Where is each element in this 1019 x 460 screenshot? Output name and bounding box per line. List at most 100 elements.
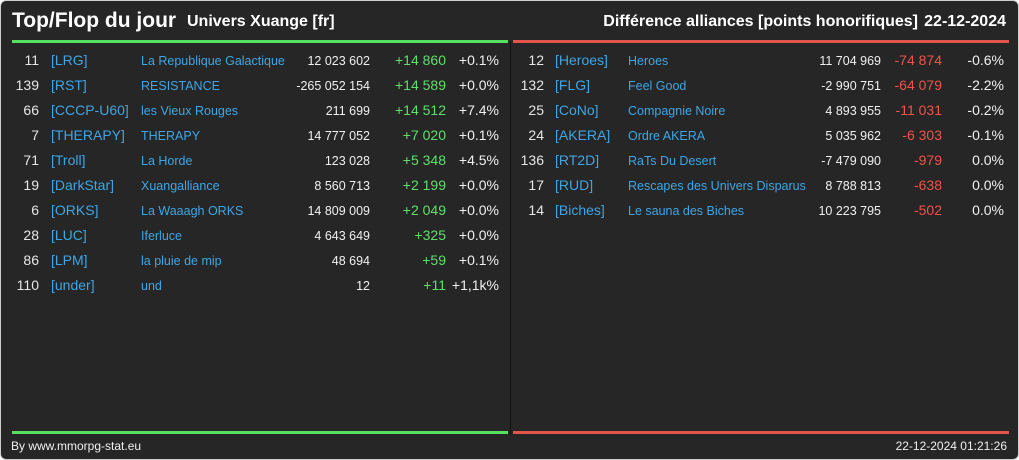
alliance-name-link[interactable]: Le sauna des Biches [628, 204, 745, 218]
points-difference: -74 874 [894, 52, 942, 68]
alliance-rank: 6 [31, 202, 39, 218]
alliance-tag-link[interactable]: [ORKS] [51, 202, 99, 218]
alliance-points: 12 [356, 279, 370, 293]
alliance-rank: 139 [15, 77, 39, 93]
top-row: 110 [under] und 12 +11 +1,1k% [1, 274, 510, 299]
alliance-name-link[interactable]: RESISTANCE [141, 79, 220, 93]
alliance-tag-link[interactable]: [RUD] [555, 177, 594, 193]
alliance-tag-link[interactable]: [THERAPY] [51, 127, 125, 143]
alliance-points: 14 809 009 [307, 204, 370, 218]
alliance-tag-link[interactable]: [LPM] [51, 252, 88, 268]
alliance-tag-link[interactable]: [RST] [51, 77, 87, 93]
percent-change: +0.0% [458, 177, 499, 193]
alliance-name-link[interactable]: Xuangalliance [141, 179, 220, 193]
footer-timestamp: 22-12-2024 01:21:26 [895, 439, 1007, 453]
alliance-name-link[interactable]: la pluie de mip [141, 254, 222, 268]
server-name: Univers Xuange [fr] [187, 13, 335, 30]
percent-change: +0.1% [458, 252, 499, 268]
points-difference: +5 348 [402, 152, 446, 168]
alliance-rank: 71 [23, 152, 39, 168]
alliance-name-link[interactable]: Feel Good [628, 79, 687, 93]
alliance-name-link[interactable]: Iferluce [141, 229, 182, 243]
alliance-tag-link[interactable]: [RT2D] [555, 152, 600, 168]
alliance-rank: 17 [528, 177, 544, 193]
alliance-tag-link[interactable]: [CoNo] [555, 102, 599, 118]
alliance-name-link[interactable]: Rescapes des Univers Disparus [628, 179, 806, 193]
top-row: 71 [Troll] La Horde 123 028 +5 348 +4.5% [1, 149, 510, 174]
alliance-name-link[interactable]: RaTs Du Desert [628, 154, 717, 168]
percent-change: +7.4% [458, 102, 499, 118]
category-title: Différence alliances [points honorifique… [603, 13, 918, 30]
alliance-name-link[interactable]: La Horde [141, 154, 193, 168]
points-difference: +14 589 [395, 77, 446, 93]
alliance-name-link[interactable]: Ordre AKERA [628, 129, 706, 143]
alliance-name-link[interactable]: und [141, 279, 162, 293]
alliance-points: 211 699 [325, 104, 370, 118]
points-difference: +325 [414, 227, 446, 243]
alliance-points: 48 694 [331, 254, 370, 268]
alliance-rank: 110 [16, 277, 39, 293]
alliance-points: 8 560 713 [314, 179, 370, 193]
points-difference: +11 [423, 277, 446, 293]
flop-row: 17 [RUD] Rescapes des Univers Disparus 8 78… [511, 174, 1018, 199]
alliance-rank: 14 [528, 202, 544, 218]
percent-change: +1,1k% [451, 277, 499, 293]
alliance-tag-link[interactable]: [Heroes] [555, 52, 608, 68]
percent-change: +4.5% [458, 152, 499, 168]
points-difference: -11 031 [895, 102, 942, 118]
alliance-name-link[interactable]: les Vieux Rouges [141, 104, 239, 118]
top-row: 28 [LUC] Iferluce 4 643 649 +325 +0.0% [1, 224, 510, 249]
percent-change: -0.1% [967, 127, 1004, 143]
points-difference: +2 049 [402, 202, 446, 218]
top-row: 139 [RST] RESISTANCE -265 052 154 +14 589 +0.… [1, 74, 510, 99]
alliance-tag-link[interactable]: [AKERA] [555, 127, 611, 143]
points-difference: -638 [913, 177, 942, 193]
percent-change: 0.0% [972, 152, 1004, 168]
alliance-tag-link[interactable]: [FLG] [555, 77, 591, 93]
page-title: Top/Flop du jour [12, 9, 177, 32]
alliance-tag-link[interactable]: [under] [51, 277, 95, 293]
points-difference: +14 860 [395, 52, 446, 68]
flop-row: 12 [Heroes] Heroes 11 704 969 -74 874 -0.6% [511, 49, 1018, 74]
alliance-name-link[interactable]: La Waaagh ORKS [141, 204, 244, 218]
flop-row: 25 [CoNo] Compagnie Noire 4 893 955 -11 031 -… [511, 99, 1018, 124]
alliance-tag-link[interactable]: [Troll] [51, 152, 86, 168]
flop-list: 12 [Heroes] Heroes 11 704 969 -74 874 -0.6% 13… [511, 49, 1018, 224]
alliance-rank: 25 [528, 102, 544, 118]
alliance-name-link[interactable]: Compagnie Noire [628, 104, 726, 118]
points-difference: -979 [913, 152, 942, 168]
column-divider [510, 42, 511, 435]
alliance-tag-link[interactable]: [DarkStar] [51, 177, 115, 193]
alliance-points: -265 052 154 [296, 79, 370, 93]
alliance-name-link[interactable]: THERAPY [141, 129, 201, 143]
alliance-points: 12 023 602 [307, 54, 370, 68]
top-row: 11 [LRG] La Republique Galactique 12 023 60… [1, 49, 510, 74]
alliance-rank: 19 [23, 177, 39, 193]
footer-credit: By www.mmorpg-stat.eu [11, 439, 142, 453]
top-row: 66 [CCCP-U60] les Vieux Rouges 211 699 +14 5… [1, 99, 510, 124]
top-row: 19 [DarkStar] Xuangalliance 8 560 713 +2 199… [1, 174, 510, 199]
alliance-tag-link[interactable]: [Biches] [555, 202, 605, 218]
alliance-rank: 28 [23, 227, 39, 243]
alliance-rank: 7 [31, 127, 39, 143]
alliance-rank: 136 [520, 152, 544, 168]
percent-change: +0.1% [458, 52, 499, 68]
percent-change: 0.0% [972, 202, 1004, 218]
points-difference: +2 199 [402, 177, 446, 193]
alliance-tag-link[interactable]: [LUC] [51, 227, 87, 243]
alliance-tag-link[interactable]: [LRG] [51, 52, 88, 68]
alliance-name-link[interactable]: La Republique Galactique [141, 54, 285, 68]
alliance-points: -7 479 090 [821, 154, 881, 168]
header: Top/Flop du jour Univers Xuange [fr] Dif… [1, 1, 1018, 41]
percent-change: -0.2% [967, 102, 1004, 118]
alliance-rank: 132 [520, 77, 544, 93]
alliance-tag-link[interactable]: [CCCP-U60] [51, 102, 129, 118]
alliance-points: 5 035 962 [825, 129, 881, 143]
alliance-points: 10 223 795 [818, 204, 881, 218]
percent-change: -2.2% [967, 77, 1004, 93]
alliance-name-link[interactable]: Heroes [628, 54, 669, 68]
percent-change: +0.0% [458, 227, 499, 243]
points-difference: +14 512 [395, 102, 446, 118]
flop-accent-bar-upper [513, 40, 1009, 43]
